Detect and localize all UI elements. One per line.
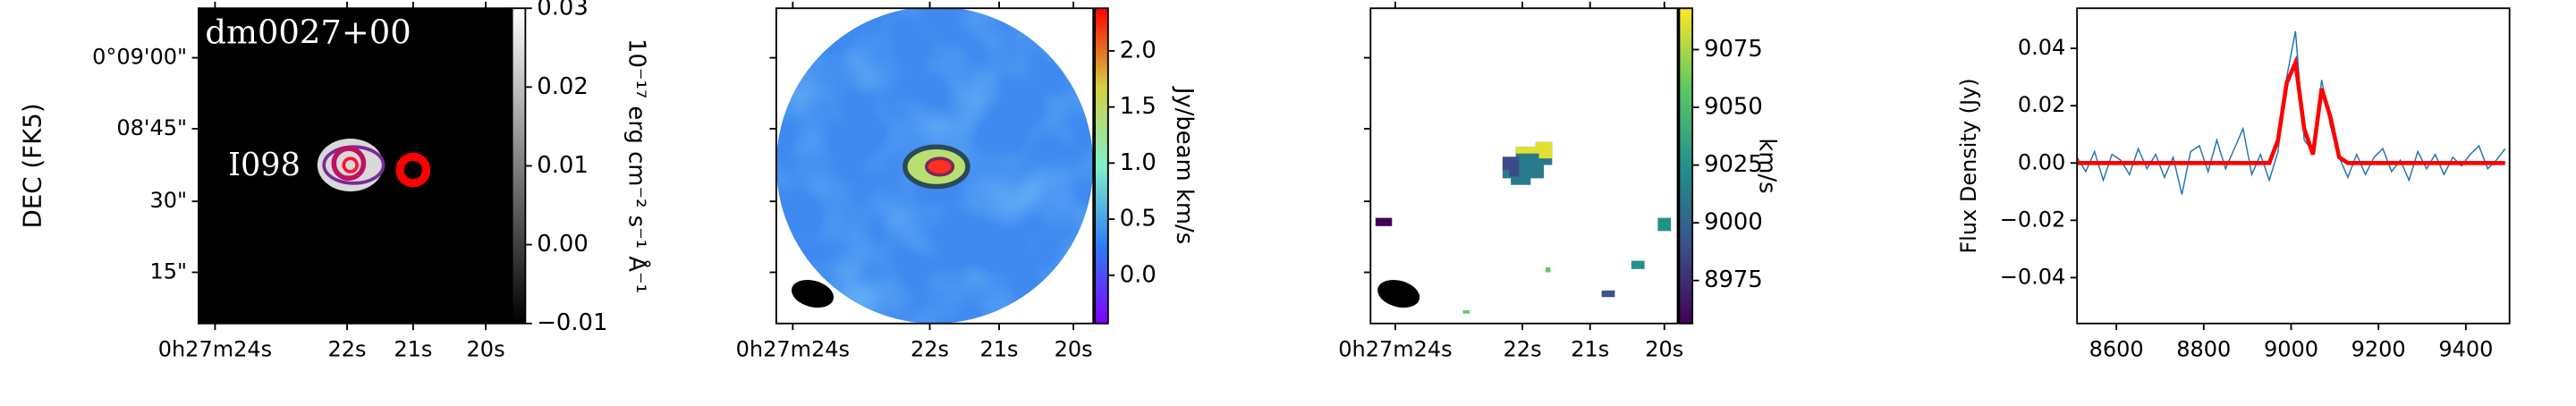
x-tick-label: 22s bbox=[911, 336, 949, 361]
colorbar-tick-label: 9000 bbox=[1704, 209, 1763, 236]
y-tick-label: 0.02 bbox=[2018, 92, 2065, 117]
y-tick-label: 0.00 bbox=[2018, 149, 2065, 174]
colorbar bbox=[1094, 7, 1109, 325]
colorbar-label: Jy/beam km/s bbox=[1171, 86, 1198, 244]
colorbar-tick-label: 1.5 bbox=[1120, 93, 1157, 120]
x-tick-label: 21s bbox=[1571, 336, 1609, 361]
x-tick-label: 9400 bbox=[2438, 336, 2493, 361]
x-tick-label: 8600 bbox=[2089, 336, 2144, 361]
colorbar-tick-label: 2.0 bbox=[1120, 37, 1157, 63]
y-tick-label: 08'45" bbox=[116, 115, 187, 140]
axes-frame bbox=[1369, 7, 1679, 325]
colorbar bbox=[511, 7, 527, 325]
y-tick-label: −0.02 bbox=[2000, 207, 2066, 232]
colorbar-tick-label: 9075 bbox=[1704, 36, 1763, 63]
colorbar-tick-label: 0.03 bbox=[537, 0, 589, 21]
colorbar-tick-label: −0.01 bbox=[537, 309, 607, 336]
x-tick-label: 0h27m24s bbox=[158, 336, 272, 361]
colorbar-tick-label: 8975 bbox=[1704, 266, 1763, 293]
colorbar-tick-label: 0.01 bbox=[537, 152, 589, 179]
y-axis-label: DEC (FK5) bbox=[17, 103, 47, 228]
colorbar-tick-label: 9025 bbox=[1704, 151, 1763, 178]
x-tick-label: 9200 bbox=[2351, 336, 2406, 361]
colorbar-tick-label: 0.00 bbox=[537, 231, 589, 258]
x-tick-label: 21s bbox=[980, 336, 1019, 361]
axes-frame bbox=[775, 7, 1095, 325]
x-tick-label: 0h27m24s bbox=[1338, 336, 1452, 361]
x-tick-label: 20s bbox=[467, 336, 505, 361]
y-tick-label: 0.04 bbox=[2018, 35, 2065, 60]
colorbar-label: km/s bbox=[1754, 138, 1781, 193]
colorbar-tick-label: 0.0 bbox=[1120, 261, 1157, 288]
x-tick-label: 22s bbox=[1504, 336, 1542, 361]
spectrum-line bbox=[2076, 30, 2506, 195]
colorbar-label: 10⁻¹⁷ erg cm⁻² s⁻¹ Å⁻¹ bbox=[623, 38, 652, 293]
y-tick-label: −0.04 bbox=[2000, 264, 2066, 289]
x-tick-label: 22s bbox=[328, 336, 367, 361]
x-tick-label: 8800 bbox=[2176, 336, 2231, 361]
axes-frame bbox=[2076, 7, 2511, 325]
colorbar-tick-label: 9050 bbox=[1704, 94, 1763, 121]
y-tick-label: 30" bbox=[149, 188, 187, 213]
image-panel-1 bbox=[198, 8, 513, 324]
colorbar-tick-label: 0.02 bbox=[537, 73, 589, 100]
x-tick-label: 21s bbox=[394, 336, 432, 361]
x-tick-label: 9000 bbox=[2264, 336, 2318, 361]
colorbar-tick-label: 0.5 bbox=[1120, 206, 1157, 233]
y-tick-label: 15" bbox=[149, 259, 187, 284]
colorbar bbox=[1678, 7, 1694, 325]
y-axis-label: Flux Density (Jy) bbox=[1956, 78, 1981, 253]
x-tick-label: 20s bbox=[1645, 336, 1683, 361]
model-fit-line bbox=[2077, 55, 2505, 165]
x-tick-label: 20s bbox=[1055, 336, 1093, 361]
image-panel-2 bbox=[775, 8, 1094, 324]
image-panel-3 bbox=[1375, 141, 1672, 314]
x-tick-label: 0h27m24s bbox=[736, 336, 850, 361]
source-annotation: I098 bbox=[228, 147, 301, 183]
colorbar-tick-label: 1.0 bbox=[1120, 149, 1157, 176]
y-tick-label: 0°09'00" bbox=[92, 45, 187, 70]
panel-title: dm0027+00 bbox=[205, 13, 411, 51]
